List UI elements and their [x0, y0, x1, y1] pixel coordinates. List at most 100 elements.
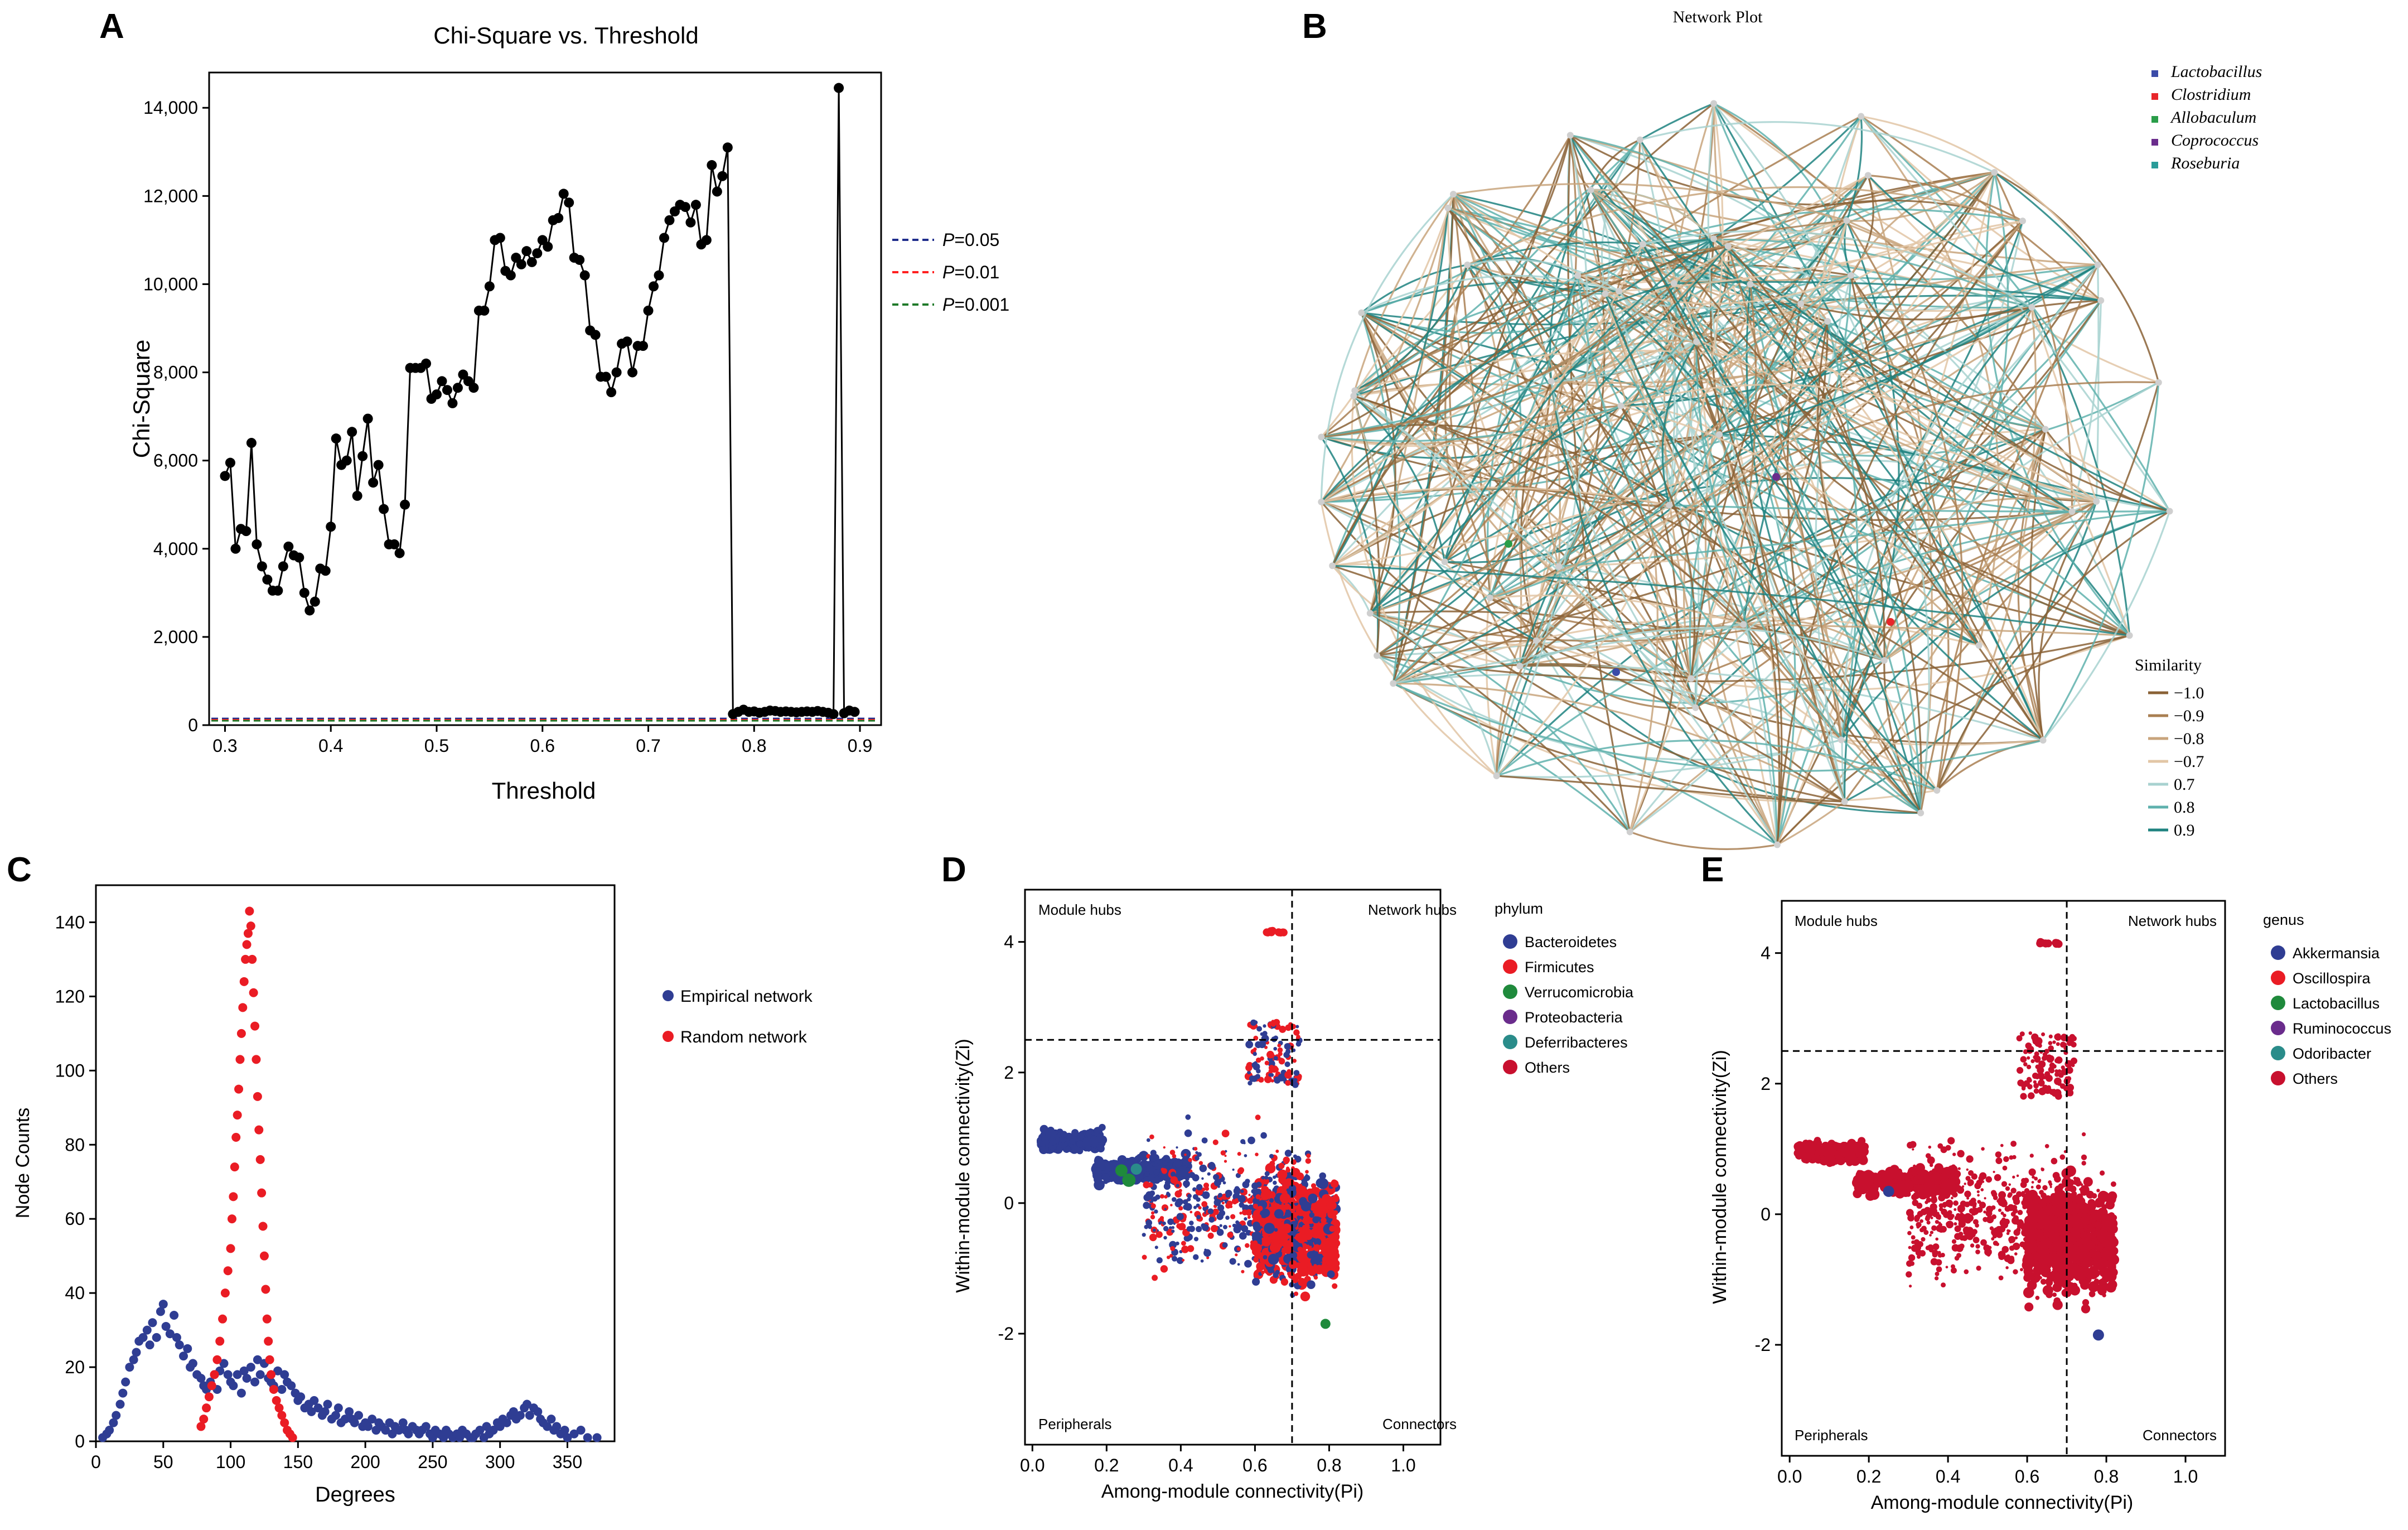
data-point	[1913, 1243, 1922, 1252]
scatter-points	[1793, 938, 2120, 1341]
data-point	[1170, 1246, 1176, 1251]
data-point	[1935, 1164, 1942, 1170]
data-point	[2016, 1191, 2022, 1198]
edge	[1620, 405, 1696, 679]
data-point	[1941, 1282, 1946, 1288]
data-point	[1268, 1060, 1275, 1068]
data-point	[1268, 1073, 1273, 1077]
data-point	[188, 1359, 197, 1368]
edge	[1577, 245, 1729, 277]
data-point	[1283, 1240, 1294, 1251]
edge	[1520, 510, 2073, 667]
data-point	[225, 457, 235, 468]
data-point	[2080, 1201, 2085, 1206]
node-lactobacillus	[1612, 668, 1620, 676]
data-point	[242, 1374, 252, 1383]
edge	[1535, 640, 1696, 710]
data-point	[1252, 1243, 1262, 1253]
data-point	[1185, 1114, 1191, 1120]
data-point	[1192, 1187, 1197, 1192]
data-point	[1153, 1169, 1160, 1176]
data-point	[1913, 1192, 1920, 1199]
data-point	[1906, 1271, 1912, 1278]
node	[1617, 402, 1624, 409]
data-point	[1912, 1199, 1919, 1206]
data-point	[1964, 1190, 1971, 1198]
data-point	[1245, 1243, 1250, 1248]
edge	[1550, 238, 1715, 382]
data-point	[1930, 1258, 1938, 1266]
edge	[1713, 103, 1930, 813]
data-point	[1292, 1059, 1297, 1063]
edge	[1590, 189, 1698, 342]
data-point	[1324, 1257, 1331, 1263]
data-point	[398, 1418, 408, 1427]
data-point	[1278, 1162, 1285, 1169]
edge	[1713, 238, 2046, 430]
data-point	[2088, 1281, 2099, 1292]
edge	[1621, 405, 2044, 741]
data-point	[516, 259, 526, 269]
data-point	[1309, 1212, 1315, 1218]
data-point	[1975, 1244, 1980, 1249]
data-point	[273, 585, 283, 596]
data-point	[347, 427, 357, 437]
data-point	[1844, 1152, 1851, 1160]
data-point	[1998, 1208, 2002, 1212]
edge	[1332, 220, 1848, 567]
data-point	[1092, 1171, 1102, 1180]
data-point	[2042, 1285, 2053, 1296]
data-point	[1186, 1226, 1192, 1232]
data-point	[229, 1192, 238, 1201]
data-point	[1966, 1227, 1974, 1235]
data-point	[1254, 1036, 1258, 1041]
data-point	[1160, 1265, 1168, 1273]
edge	[1369, 275, 1579, 614]
data-point	[1926, 1220, 1931, 1225]
data-point	[2109, 1280, 2114, 1285]
node	[1716, 431, 1723, 438]
data-point	[1150, 1214, 1155, 1220]
data-point	[1938, 1203, 1944, 1208]
data-point	[1193, 1205, 1197, 1209]
data-point	[2053, 1297, 2061, 1305]
x-tick-label: 0.0	[1777, 1466, 1802, 1486]
legend-swatch	[2151, 70, 2158, 77]
data-point	[1264, 1223, 1275, 1234]
data-point	[583, 1433, 592, 1442]
y-axis-label: Chi-Square	[128, 340, 154, 458]
data-point	[1249, 1075, 1256, 1082]
edge	[1590, 189, 1781, 845]
data-point	[638, 341, 649, 351]
data-point	[1208, 1162, 1216, 1170]
data-point	[495, 1422, 505, 1431]
y-tick-label: 60	[65, 1209, 85, 1229]
data-point	[1061, 1131, 1067, 1138]
x-tick-label: 0.8	[2094, 1466, 2119, 1486]
data-point	[2001, 1181, 2008, 1187]
x-tick-label: 0.0	[1020, 1455, 1045, 1475]
node	[2093, 498, 2100, 505]
data-point	[252, 539, 262, 549]
node	[1318, 498, 1325, 505]
data-point	[428, 1433, 437, 1442]
data-point	[1173, 1222, 1176, 1225]
data-point	[1906, 1209, 1914, 1217]
legend-swatch	[1503, 934, 1517, 949]
data-point	[267, 1370, 276, 1379]
data-point	[340, 1415, 350, 1424]
data-point	[1198, 1206, 1202, 1210]
data-point	[1929, 1234, 1932, 1237]
data-point	[223, 1370, 233, 1379]
data-point	[1898, 1173, 1906, 1181]
node	[2068, 508, 2076, 515]
y-tick-label: -2	[1755, 1335, 1771, 1355]
data-point	[592, 1433, 602, 1442]
node	[1441, 558, 1448, 566]
data-point	[1260, 1132, 1267, 1139]
data-point	[1815, 1147, 1824, 1156]
data-point	[1167, 1218, 1174, 1225]
edge	[1618, 291, 1885, 661]
data-point	[1311, 1206, 1315, 1211]
data-point	[1302, 1224, 1307, 1230]
